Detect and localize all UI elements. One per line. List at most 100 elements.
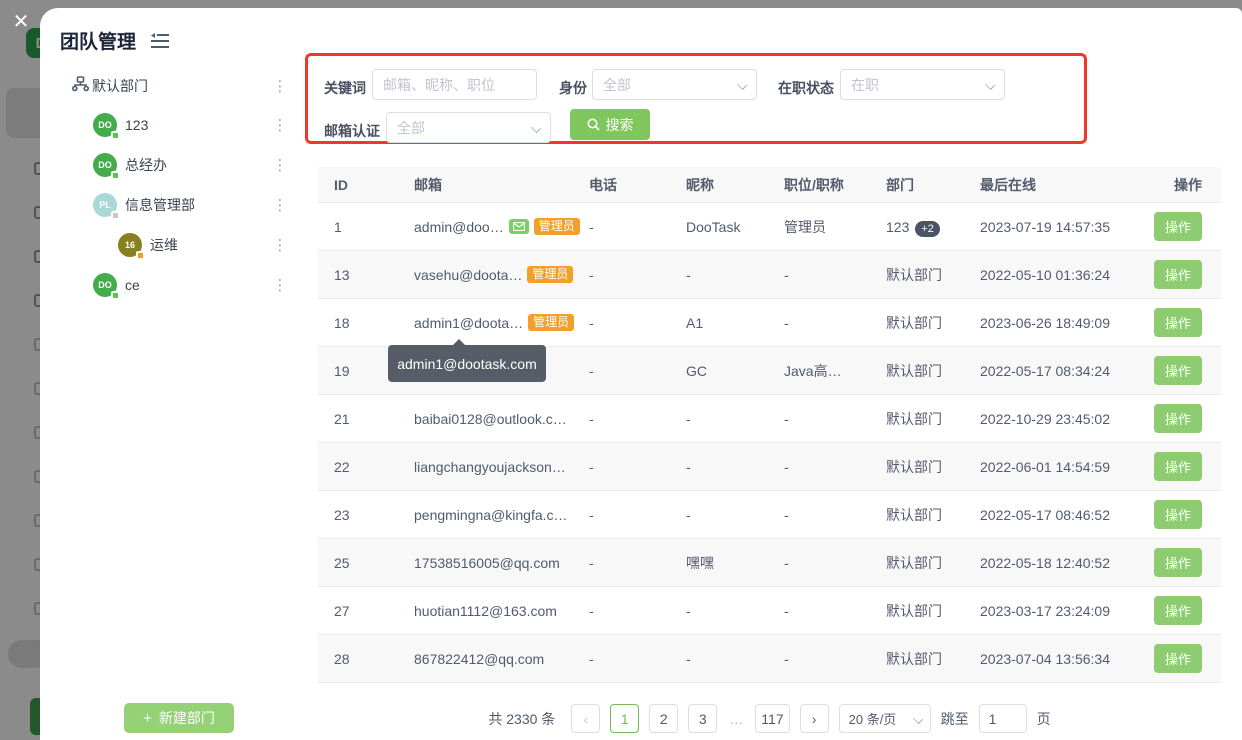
cell-position: 管理员 <box>784 218 826 235</box>
next-page-button[interactable]: › <box>799 704 829 733</box>
cell-nickname: - <box>686 410 691 427</box>
identity-select[interactable]: 全部 <box>592 69 757 100</box>
page-button-1[interactable]: 1 <box>610 704 640 733</box>
page-ellipsis[interactable]: … <box>729 710 744 727</box>
cell-nickname: DooTask <box>686 218 741 235</box>
add-department-button[interactable]: + 新建部门 <box>124 703 234 733</box>
page-button-117[interactable]: 117 <box>755 704 790 733</box>
cell-last-online: 2022-05-17 08:34:24 <box>980 362 1110 379</box>
cell-position: - <box>784 410 789 427</box>
department-avatar: DO <box>93 113 120 140</box>
cell-position: - <box>784 266 789 283</box>
cell-nickname: - <box>686 506 691 523</box>
cell-id: 23 <box>334 506 350 523</box>
total-count: 共 2330 条 <box>488 710 556 727</box>
status-badge <box>111 291 120 300</box>
cell-phone: - <box>589 314 594 331</box>
kebab-menu-icon[interactable]: ⋮ <box>272 157 288 174</box>
search-icon <box>587 118 600 131</box>
table-header-row: ID 邮箱 电话 昵称 职位/职称 部门 最后在线 操作 <box>318 167 1221 203</box>
kebab-menu-icon[interactable]: ⋮ <box>272 117 288 134</box>
cell-last-online: 2022-05-17 08:46:52 <box>980 506 1110 523</box>
department-label: ce <box>125 277 140 293</box>
kebab-menu-icon[interactable]: ⋮ <box>272 237 288 254</box>
cell-position: - <box>784 602 789 619</box>
filter-annotation-box: 关键词 身份 全部 在职状态 在职 邮箱认证 全部 搜索 <box>305 53 1087 144</box>
org-chart-icon <box>71 75 89 97</box>
cell-email: vasehu@doota… 管理员 <box>414 265 589 284</box>
page-button-3[interactable]: 3 <box>688 704 718 733</box>
cell-email: 17538516005@qq.com <box>414 555 589 571</box>
page-button-2[interactable]: 2 <box>649 704 679 733</box>
avatar-text: PL <box>99 200 111 210</box>
table-row: 13 vasehu@doota… 管理员 - - - 默认部门 2022-05-… <box>318 251 1221 299</box>
header-phone: 电话 <box>589 176 617 193</box>
sidebar-item-department[interactable]: PL 信息管理部 ⋮ <box>40 189 300 221</box>
status-badge <box>136 251 145 260</box>
table-row: 23 pengmingna@kingfa.c… - - - 默认部门 2022-… <box>318 491 1221 539</box>
row-action-button[interactable]: 操作 <box>1153 644 1202 673</box>
search-button[interactable]: 搜索 <box>570 109 650 140</box>
avatar-text: DO <box>98 160 112 170</box>
sidebar-item-department[interactable]: DO 总经办 ⋮ <box>40 149 300 181</box>
cell-position: - <box>784 650 789 667</box>
department-avatar: 16 <box>118 233 145 260</box>
row-action-button[interactable]: 操作 <box>1153 500 1202 529</box>
admin-badge: 管理员 <box>527 265 574 284</box>
cell-last-online: 2022-05-18 12:40:52 <box>980 554 1110 571</box>
cell-department: 默认部门 <box>886 554 942 571</box>
sidebar-item-root-department[interactable]: 默认部门 ⋮ <box>40 70 300 102</box>
kebab-menu-icon[interactable]: ⋮ <box>272 78 288 95</box>
pagination: 共 2330 条 ‹ 1 2 3 … 117 › 20 条/页 跳至 页 <box>318 704 1221 733</box>
cell-id: 25 <box>334 554 350 571</box>
row-action-button[interactable]: 操作 <box>1153 212 1202 241</box>
cell-nickname: - <box>686 602 691 619</box>
status-badge <box>111 171 120 180</box>
row-action-button[interactable]: 操作 <box>1153 308 1202 337</box>
prev-page-button[interactable]: ‹ <box>571 704 601 733</box>
header-department: 部门 <box>886 176 914 193</box>
keyword-input[interactable] <box>372 69 537 100</box>
sidebar-item-department[interactable]: DO ce ⋮ <box>40 269 300 301</box>
avatar-text: 16 <box>124 240 135 250</box>
page-size-value: 20 条/页 <box>848 712 897 727</box>
email-text: baibai0128@outlook.c… <box>414 410 567 427</box>
table-row: 22 liangchangyoujackson… - - - 默认部门 2022… <box>318 443 1221 491</box>
employment-status-select[interactable]: 在职 <box>840 69 1005 100</box>
department-avatar: DO <box>93 153 120 180</box>
row-action-button[interactable]: 操作 <box>1153 404 1202 433</box>
cell-id: 19 <box>334 362 350 379</box>
cell-nickname: - <box>686 650 691 667</box>
cell-id: 21 <box>334 410 350 427</box>
row-action-button[interactable]: 操作 <box>1153 452 1202 481</box>
row-action-button[interactable]: 操作 <box>1153 596 1202 625</box>
more-departments-badge: +2 <box>915 220 940 237</box>
cell-department: 默认部门 <box>886 602 942 619</box>
chevron-down-icon <box>984 79 996 91</box>
row-action-button[interactable]: 操作 <box>1153 260 1202 289</box>
page-size-select[interactable]: 20 条/页 <box>838 704 931 733</box>
cell-department: 默认部门 <box>886 506 942 523</box>
table-row: 1 admin@doo… 管理员 - DooTask 管理员 123 +2 202… <box>318 203 1221 251</box>
page-title: 团队管理 <box>60 32 137 53</box>
kebab-menu-icon[interactable]: ⋮ <box>272 197 288 214</box>
cell-phone: - <box>589 458 594 475</box>
row-action-button[interactable]: 操作 <box>1153 356 1202 385</box>
cell-position: - <box>784 554 789 571</box>
cell-id: 28 <box>334 650 350 667</box>
team-management-modal: 团队管理 默认部门 ⋮ DO 123 ⋮ DO 总经办 ⋮ PL 信息管理部 ⋮ <box>40 8 1242 740</box>
kebab-menu-icon[interactable]: ⋮ <box>272 277 288 294</box>
sidebar-item-department[interactable]: DO 123 ⋮ <box>40 109 300 141</box>
cell-email: admin@doo… 管理员 <box>414 217 589 236</box>
cell-last-online: 2022-06-01 14:54:59 <box>980 458 1110 475</box>
email-verification-select[interactable]: 全部 <box>386 112 551 143</box>
cell-last-online: 2022-05-10 01:36:24 <box>980 266 1110 283</box>
header-nickname: 昵称 <box>686 176 714 193</box>
cell-position: - <box>784 506 789 523</box>
department-avatar: DO <box>93 273 120 300</box>
sidebar-item-department[interactable]: 16 运维 ⋮ <box>40 229 300 261</box>
row-action-button[interactable]: 操作 <box>1153 548 1202 577</box>
close-icon[interactable]: ✕ <box>12 10 30 33</box>
fold-menu-icon[interactable] <box>150 33 170 49</box>
jump-page-input[interactable] <box>978 704 1027 733</box>
